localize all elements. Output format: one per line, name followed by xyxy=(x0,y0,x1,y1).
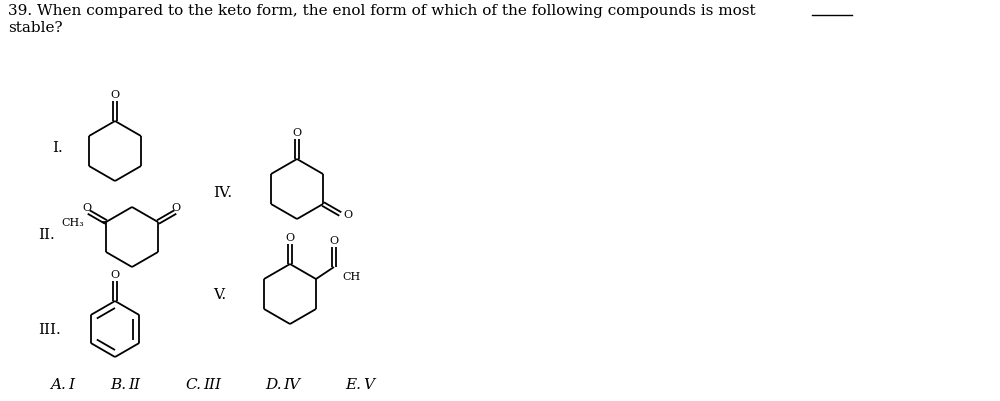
Text: O: O xyxy=(110,269,120,279)
Text: I: I xyxy=(68,377,74,391)
Text: IV.: IV. xyxy=(213,186,232,200)
Text: 39. When compared to the keto form, the enol form of which of the following comp: 39. When compared to the keto form, the … xyxy=(8,4,756,18)
Text: E.: E. xyxy=(345,377,361,391)
Text: O: O xyxy=(329,235,339,245)
Text: O: O xyxy=(285,233,295,242)
Text: V.: V. xyxy=(213,287,226,301)
Text: III: III xyxy=(203,377,221,391)
Text: O: O xyxy=(344,209,353,219)
Text: IV: IV xyxy=(283,377,300,391)
Text: CH₃: CH₃ xyxy=(61,217,84,227)
Text: O: O xyxy=(110,90,120,100)
Text: II.: II. xyxy=(38,227,55,241)
Text: CH: CH xyxy=(342,271,360,281)
Text: D.: D. xyxy=(265,377,282,391)
Text: V: V xyxy=(363,377,374,391)
Text: B.: B. xyxy=(110,377,126,391)
Text: I.: I. xyxy=(52,141,63,155)
Text: O: O xyxy=(172,203,181,213)
Text: A.: A. xyxy=(50,377,66,391)
Text: O: O xyxy=(292,128,302,138)
Text: O: O xyxy=(82,203,91,213)
Text: stable?: stable? xyxy=(8,21,63,35)
Text: C.: C. xyxy=(185,377,201,391)
Text: III.: III. xyxy=(38,322,61,336)
Text: II: II xyxy=(128,377,140,391)
